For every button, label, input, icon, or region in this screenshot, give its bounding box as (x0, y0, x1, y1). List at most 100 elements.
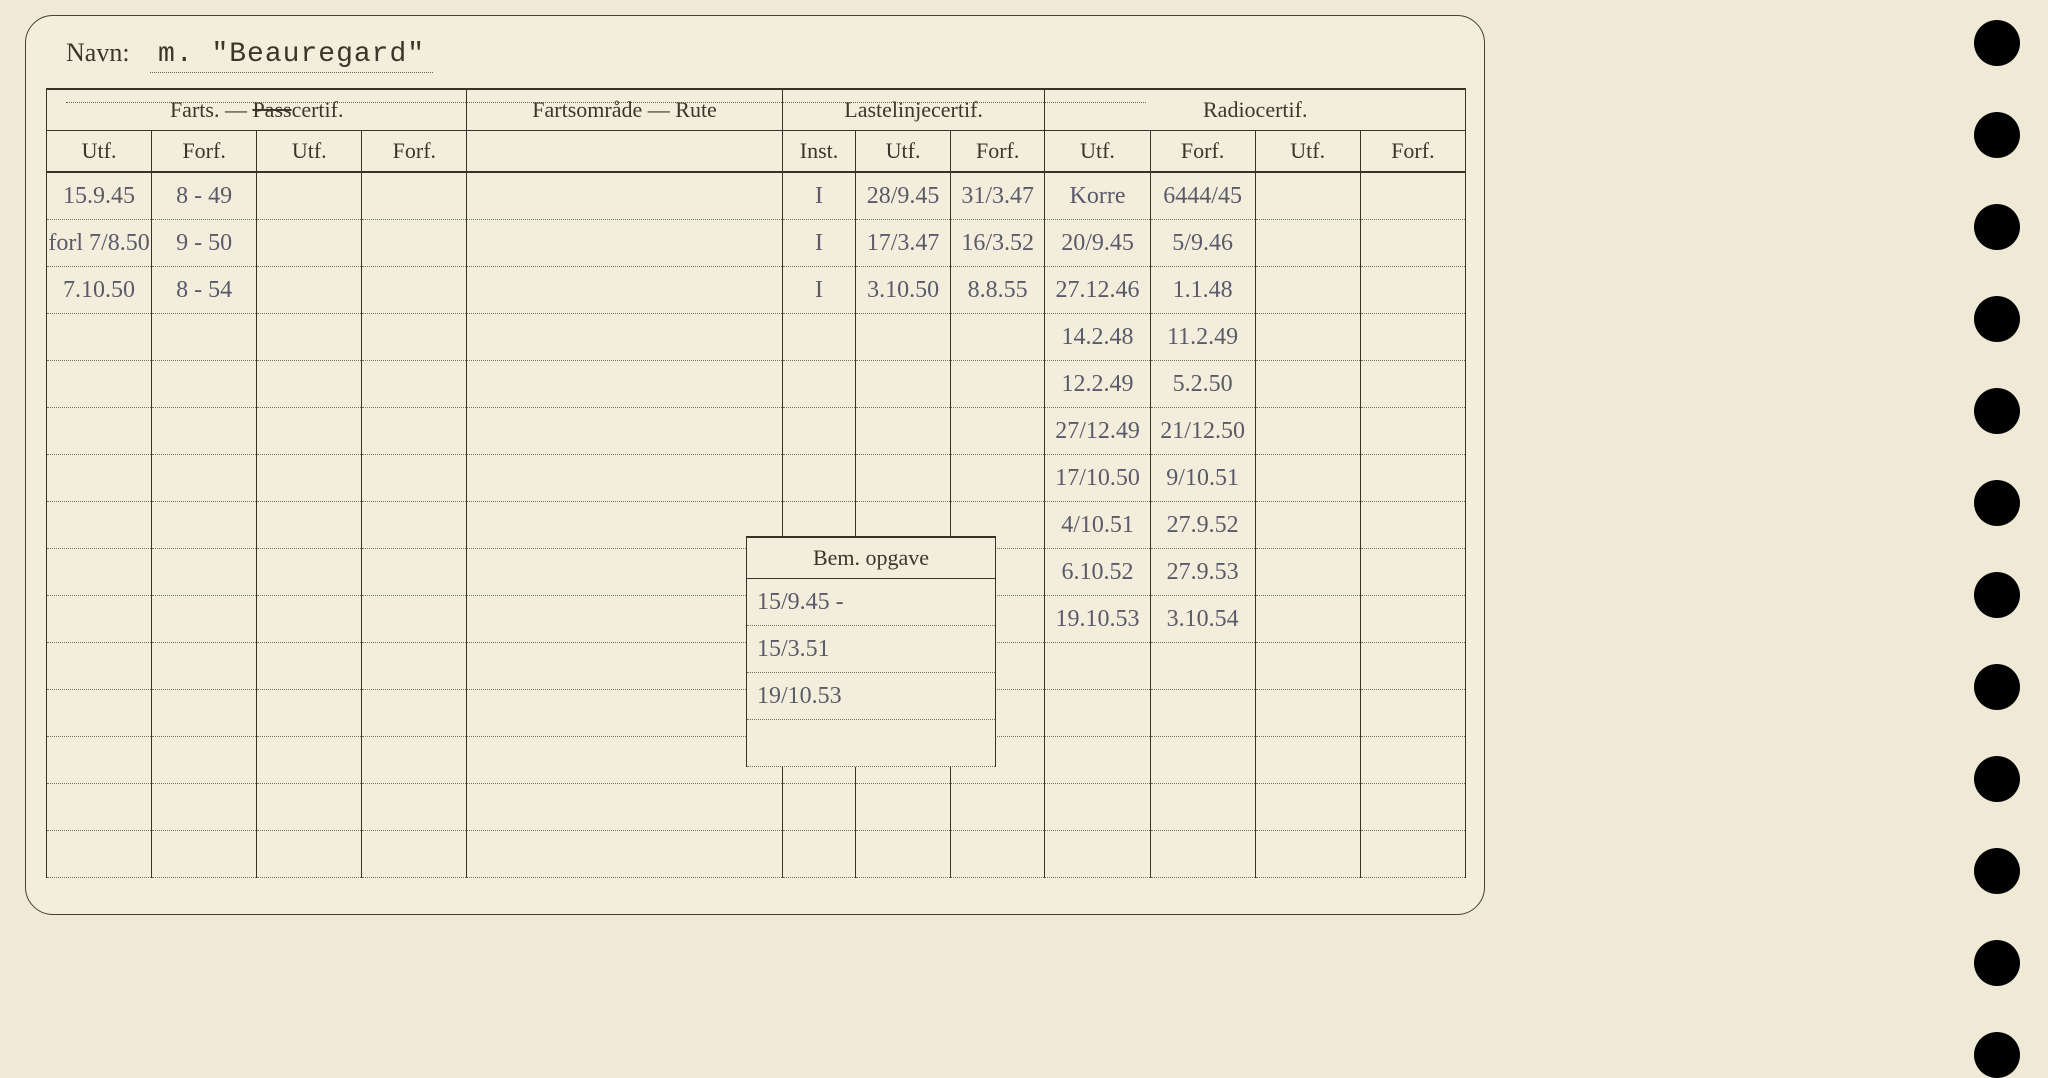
cell (257, 643, 362, 690)
cell (1255, 361, 1360, 408)
index-card: Navn: m. "Beauregard" Farts. — Passcerti… (25, 15, 1485, 915)
cell (1360, 455, 1465, 502)
cell (257, 737, 362, 784)
cell (1045, 784, 1150, 831)
cell (1255, 502, 1360, 549)
cell (1360, 172, 1465, 220)
sub-radio-forf-2: Forf. (1360, 131, 1465, 173)
punch-hole (1974, 1032, 2020, 1078)
cell (1360, 361, 1465, 408)
cell (1255, 784, 1360, 831)
cell (1045, 690, 1150, 737)
cell (257, 596, 362, 643)
table-row: 14.2.4811.2.49 (47, 314, 1466, 361)
name-value: m. "Beauregard" (150, 39, 433, 73)
header-fartsomrade-rute: Fartsområde — Rute (467, 89, 782, 131)
cell (1255, 737, 1360, 784)
sub-forf-2: Forf. (362, 131, 467, 173)
cell (1360, 643, 1465, 690)
sub-utf-2: Utf. (257, 131, 362, 173)
cell (467, 220, 782, 267)
cell: 17/10.50 (1045, 455, 1150, 502)
cell (47, 784, 152, 831)
cell (257, 690, 362, 737)
cell (1255, 455, 1360, 502)
sub-radio-forf-1: Forf. (1150, 131, 1255, 173)
bem-opgave-header: Bem. opgave (747, 536, 995, 579)
cell (1255, 831, 1360, 878)
cell (782, 831, 856, 878)
cell: I (782, 172, 856, 220)
cell (1045, 831, 1150, 878)
cell (856, 361, 951, 408)
table-row: 7.10.508 - 54I3.10.508.8.5527.12.461.1.4… (47, 267, 1466, 314)
cell (257, 549, 362, 596)
bem-entry: 15/3.51 (747, 626, 995, 673)
cell (47, 596, 152, 643)
table-row (47, 784, 1466, 831)
cell (1255, 643, 1360, 690)
table-sub-header-row: Utf. Forf. Utf. Forf. Inst. Utf. Forf. U… (47, 131, 1466, 173)
cell (856, 408, 951, 455)
sub-forf-1: Forf. (152, 131, 257, 173)
cell (362, 172, 467, 220)
cell: 15.9.45 (47, 172, 152, 220)
name-label: Navn: (66, 38, 130, 67)
header-farts-strike: Pass (252, 97, 291, 122)
cell (950, 314, 1045, 361)
cell: I (782, 267, 856, 314)
cell (152, 549, 257, 596)
cell (1255, 690, 1360, 737)
cell: 6.10.52 (1045, 549, 1150, 596)
cell: 31/3.47 (950, 172, 1045, 220)
cell (47, 737, 152, 784)
cell (1255, 220, 1360, 267)
cell: 9 - 50 (152, 220, 257, 267)
cell (1360, 502, 1465, 549)
cell: 20/9.45 (1045, 220, 1150, 267)
punch-hole (1974, 756, 2020, 802)
cell: 8 - 54 (152, 267, 257, 314)
cell (782, 314, 856, 361)
cell: 12.2.49 (1045, 361, 1150, 408)
cell (467, 408, 782, 455)
table-row: forl 7/8.509 - 50I17/3.4716/3.5220/9.455… (47, 220, 1466, 267)
punch-hole (1974, 572, 2020, 618)
cell (257, 361, 362, 408)
cell (362, 831, 467, 878)
cell (467, 737, 782, 784)
punch-hole (1974, 20, 2020, 66)
cell (47, 690, 152, 737)
punch-hole (1974, 940, 2020, 986)
cell: 16/3.52 (950, 220, 1045, 267)
cell (782, 784, 856, 831)
cell (257, 784, 362, 831)
punch-hole (1974, 480, 2020, 526)
punch-hole (1974, 112, 2020, 158)
punch-hole (1974, 296, 2020, 342)
cell (257, 172, 362, 220)
cell (1360, 596, 1465, 643)
cell (1045, 737, 1150, 784)
cell (152, 784, 257, 831)
cell (1360, 314, 1465, 361)
cell: 8.8.55 (950, 267, 1045, 314)
cell (467, 502, 782, 549)
cell (1360, 690, 1465, 737)
cell (856, 831, 951, 878)
punch-hole (1974, 848, 2020, 894)
cell (362, 737, 467, 784)
cell (1360, 267, 1465, 314)
cell (1255, 172, 1360, 220)
cell: 7.10.50 (47, 267, 152, 314)
cell (257, 502, 362, 549)
sub-radio-utf-2: Utf. (1255, 131, 1360, 173)
cell (782, 361, 856, 408)
cell (1150, 690, 1255, 737)
cell: 27.9.53 (1150, 549, 1255, 596)
table-row: 15.9.458 - 49I28/9.4531/3.47Korre6444/45 (47, 172, 1466, 220)
cell (152, 455, 257, 502)
cell: 5/9.46 (1150, 220, 1255, 267)
cell (152, 408, 257, 455)
cell: 4/10.51 (1045, 502, 1150, 549)
